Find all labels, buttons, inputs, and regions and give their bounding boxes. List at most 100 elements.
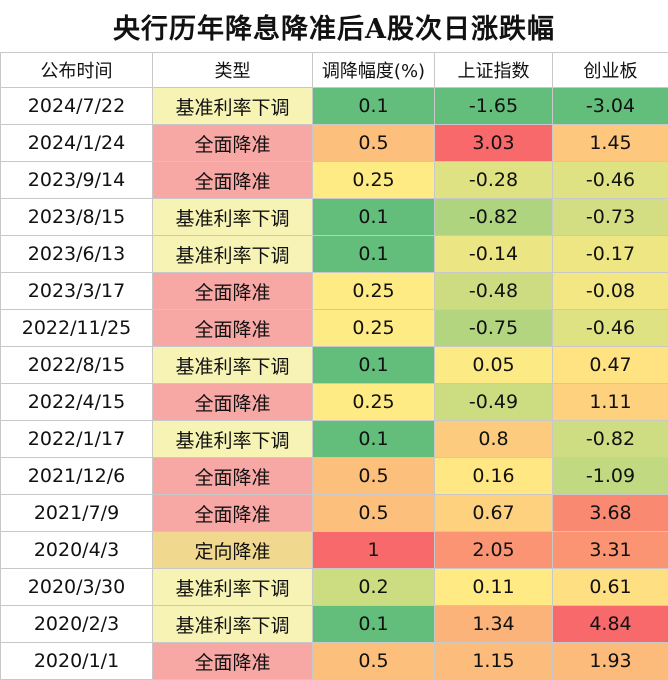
sse-index-cell: -0.28	[435, 162, 553, 199]
date-cell: 2024/1/24	[1, 125, 153, 162]
type-cell: 全面降准	[153, 162, 313, 199]
rate-cut-cell: 0.1	[313, 236, 435, 273]
chinext-cell: 1.93	[553, 643, 668, 680]
sse-index-cell: 0.67	[435, 495, 553, 532]
chinext-cell: -0.82	[553, 421, 668, 458]
rate-cut-cell: 0.1	[313, 606, 435, 643]
rate-cut-cell: 0.1	[313, 88, 435, 125]
column-header: 上证指数	[435, 53, 553, 88]
date-cell: 2021/7/9	[1, 495, 153, 532]
rate-cut-cell: 0.5	[313, 643, 435, 680]
chinext-cell: 3.31	[553, 532, 668, 569]
type-cell: 基准利率下调	[153, 347, 313, 384]
rate-cut-cell: 0.1	[313, 347, 435, 384]
chinext-cell: 1.45	[553, 125, 668, 162]
type-cell: 基准利率下调	[153, 199, 313, 236]
type-cell: 基准利率下调	[153, 569, 313, 606]
sse-index-cell: -0.48	[435, 273, 553, 310]
column-header: 调降幅度(%)	[313, 53, 435, 88]
rate-cut-cell: 0.5	[313, 125, 435, 162]
date-cell: 2020/3/30	[1, 569, 153, 606]
sse-index-cell: 2.05	[435, 532, 553, 569]
type-cell: 全面降准	[153, 125, 313, 162]
sse-index-cell: 3.03	[435, 125, 553, 162]
rate-cut-cell: 0.5	[313, 458, 435, 495]
chinext-cell: -0.17	[553, 236, 668, 273]
sse-index-cell: 0.05	[435, 347, 553, 384]
type-cell: 基准利率下调	[153, 606, 313, 643]
date-cell: 2023/9/14	[1, 162, 153, 199]
chart-root: 央行历年降息降准后A股次日涨跌幅 公布时间 类型 调降幅度(%) 上证指数 创业…	[0, 0, 668, 665]
chinext-cell: -1.09	[553, 458, 668, 495]
sse-index-cell: -0.49	[435, 384, 553, 421]
chinext-cell: -0.73	[553, 199, 668, 236]
sse-index-cell: -0.75	[435, 310, 553, 347]
rate-cut-cell: 0.25	[313, 162, 435, 199]
rate-cut-cell: 0.25	[313, 273, 435, 310]
type-cell: 全面降准	[153, 273, 313, 310]
chinext-cell: -0.46	[553, 162, 668, 199]
sse-index-cell: -0.82	[435, 199, 553, 236]
sse-index-cell: 0.8	[435, 421, 553, 458]
date-cell: 2022/1/17	[1, 421, 153, 458]
date-cell: 2021/12/6	[1, 458, 153, 495]
rate-cut-cell: 0.25	[313, 310, 435, 347]
type-cell: 全面降准	[153, 495, 313, 532]
rate-cut-cell: 0.2	[313, 569, 435, 606]
column-header: 公布时间	[1, 53, 153, 88]
chinext-cell: 4.84	[553, 606, 668, 643]
date-cell: 2020/1/1	[1, 643, 153, 680]
rate-cut-cell: 0.1	[313, 421, 435, 458]
type-cell: 全面降准	[153, 643, 313, 680]
date-cell: 2020/2/3	[1, 606, 153, 643]
type-cell: 基准利率下调	[153, 421, 313, 458]
page-title: 央行历年降息降准后A股次日涨跌幅	[0, 0, 668, 52]
chinext-cell: 1.11	[553, 384, 668, 421]
date-cell: 2023/6/13	[1, 236, 153, 273]
type-cell: 基准利率下调	[153, 236, 313, 273]
rate-cut-cell: 1	[313, 532, 435, 569]
rate-cut-cell: 0.5	[313, 495, 435, 532]
sse-index-cell: 0.16	[435, 458, 553, 495]
rate-cut-cell: 0.1	[313, 199, 435, 236]
sse-index-cell: 0.11	[435, 569, 553, 606]
chinext-cell: 3.68	[553, 495, 668, 532]
date-cell: 2020/4/3	[1, 532, 153, 569]
sse-index-cell: 1.15	[435, 643, 553, 680]
header-row: 公布时间 类型 调降幅度(%) 上证指数 创业板	[1, 53, 668, 88]
type-cell: 全面降准	[153, 310, 313, 347]
column-header: 类型	[153, 53, 313, 88]
type-cell: 基准利率下调	[153, 88, 313, 125]
sse-index-cell: 1.34	[435, 606, 553, 643]
type-cell: 全面降准	[153, 384, 313, 421]
column-header: 创业板	[553, 53, 668, 88]
type-cell: 定向降准	[153, 532, 313, 569]
date-cell: 2022/4/15	[1, 384, 153, 421]
date-cell: 2024/7/22	[1, 88, 153, 125]
chinext-cell: -0.46	[553, 310, 668, 347]
date-cell: 2023/8/15	[1, 199, 153, 236]
chinext-cell: -3.04	[553, 88, 668, 125]
sse-index-cell: -1.65	[435, 88, 553, 125]
date-cell: 2022/11/25	[1, 310, 153, 347]
chinext-cell: -0.08	[553, 273, 668, 310]
type-cell: 全面降准	[153, 458, 313, 495]
